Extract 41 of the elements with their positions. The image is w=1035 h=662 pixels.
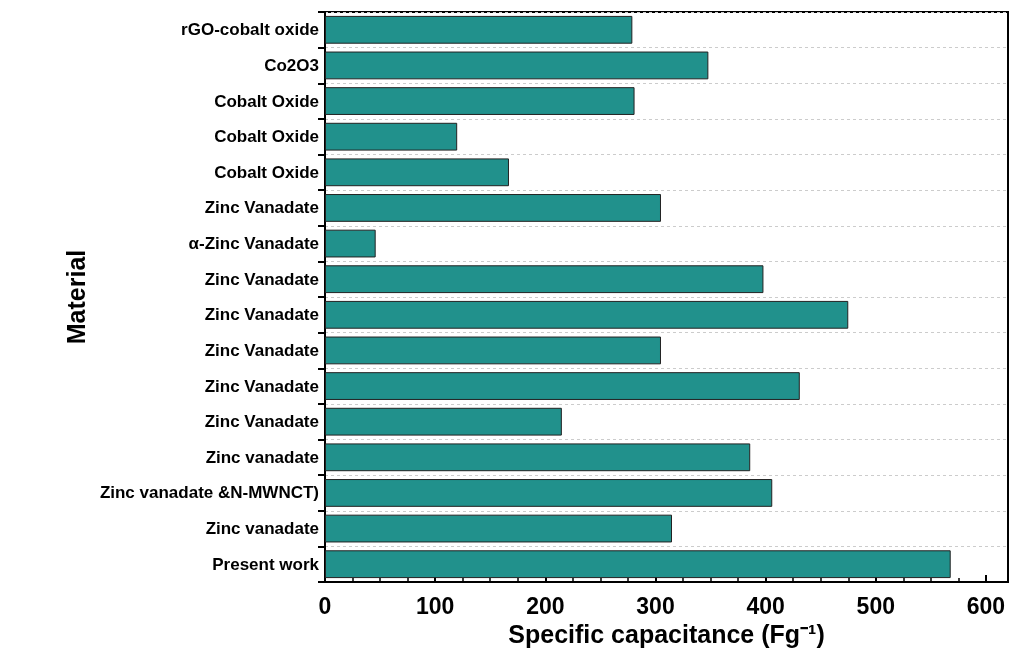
- y-tick-label: Zinc vanadate: [205, 447, 319, 467]
- y-tick-label: Cobalt Oxide: [214, 162, 319, 182]
- bar: [325, 372, 800, 400]
- y-tick-label: rGO-cobalt oxide: [181, 20, 319, 40]
- bar: [325, 336, 661, 365]
- y-tick-label: Zinc Vanadate: [204, 198, 319, 218]
- x-tick-label: 200: [526, 592, 565, 619]
- x-tick-label: 100: [415, 592, 455, 619]
- bar: [325, 407, 562, 436]
- bar: [325, 158, 509, 187]
- bar: [325, 479, 773, 507]
- x-tick-label: 400: [746, 592, 785, 619]
- bar: [325, 443, 751, 472]
- bar: [325, 122, 458, 151]
- y-axis-title: Material: [62, 249, 91, 345]
- bar: [325, 265, 764, 294]
- bar: [325, 300, 849, 329]
- x-tick-label: 600: [966, 592, 1006, 619]
- x-tick-label: 0: [318, 592, 332, 619]
- x-tick-label: 300: [636, 592, 675, 619]
- y-tick-label: Cobalt Oxide: [214, 127, 319, 147]
- bar: [325, 15, 633, 44]
- y-tick-label: Zinc vanadate: [205, 519, 319, 539]
- y-tick-label: Zinc Vanadate: [204, 412, 319, 432]
- bar: [325, 87, 635, 115]
- y-tick-label: Present work: [212, 554, 320, 574]
- y-tick-label: Zinc Vanadate: [204, 376, 319, 396]
- bar: [325, 550, 951, 579]
- y-tick-label: Cobalt Oxide: [214, 91, 319, 111]
- y-tick-label: Co2O3: [264, 55, 319, 75]
- bar: [325, 51, 709, 80]
- y-tick-label: Zinc Vanadate: [204, 340, 319, 360]
- bar: [325, 514, 673, 543]
- bar: [325, 229, 376, 258]
- x-tick-label: 500: [856, 592, 895, 619]
- y-tick-label: α-Zinc Vanadate: [188, 234, 319, 254]
- y-tick-label: Zinc Vanadate: [204, 269, 319, 289]
- bar: [325, 194, 661, 222]
- y-tick-label: Zinc Vanadate: [204, 305, 319, 325]
- x-axis-title: Specific capacitance (Fg⁻¹): [508, 620, 825, 649]
- y-tick-label: Zinc vanadate &N-MWNCT): [99, 483, 319, 503]
